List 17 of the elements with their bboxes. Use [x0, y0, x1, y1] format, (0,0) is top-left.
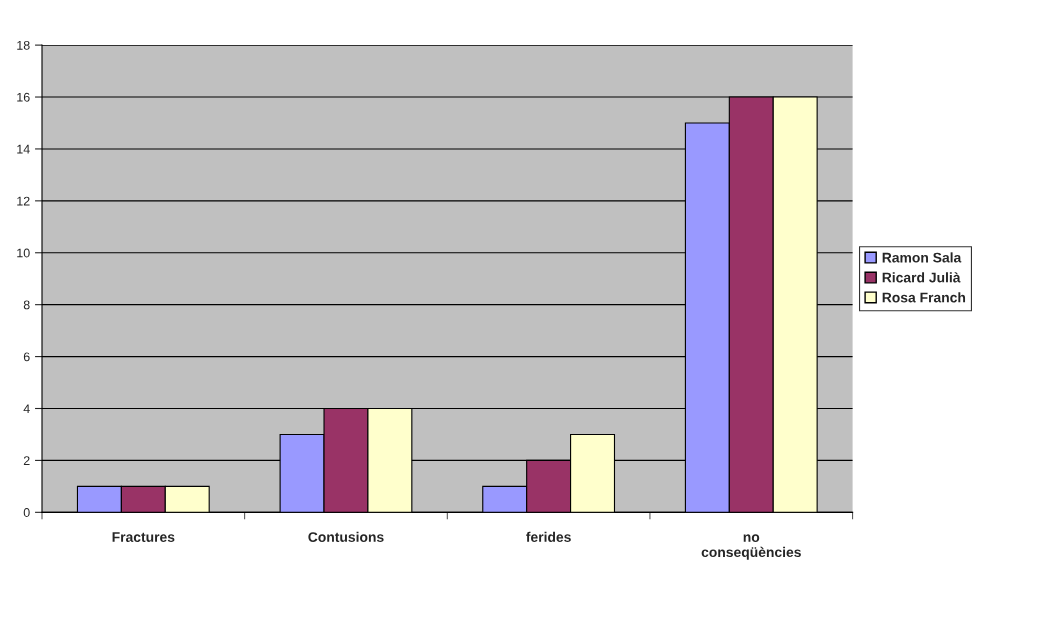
x-tick-label: no conseqüències [701, 534, 801, 560]
x-tick-label: Contusions [308, 531, 384, 542]
y-tick-label: 10 [17, 248, 30, 258]
y-tick-label: 18 [17, 40, 30, 50]
y-tick-label: 0 [23, 508, 30, 517]
y-tick-label: 16 [17, 92, 30, 102]
x-tick-label: Fractures [112, 532, 175, 542]
y-tick-label: 4 [23, 404, 30, 414]
y-tick-label: 8 [23, 300, 30, 310]
legend-label: Rosa Franch [882, 292, 966, 303]
y-tick-label: 14 [17, 144, 30, 154]
y-tick-label: 12 [17, 196, 30, 206]
y-tick-label: 2 [23, 456, 30, 465]
y-tick-label: 6 [23, 352, 30, 362]
legend-label: Ricard Julià [882, 272, 961, 283]
legend-label: Ramon Sala [882, 252, 962, 263]
x-tick-label: ferides [526, 531, 571, 542]
